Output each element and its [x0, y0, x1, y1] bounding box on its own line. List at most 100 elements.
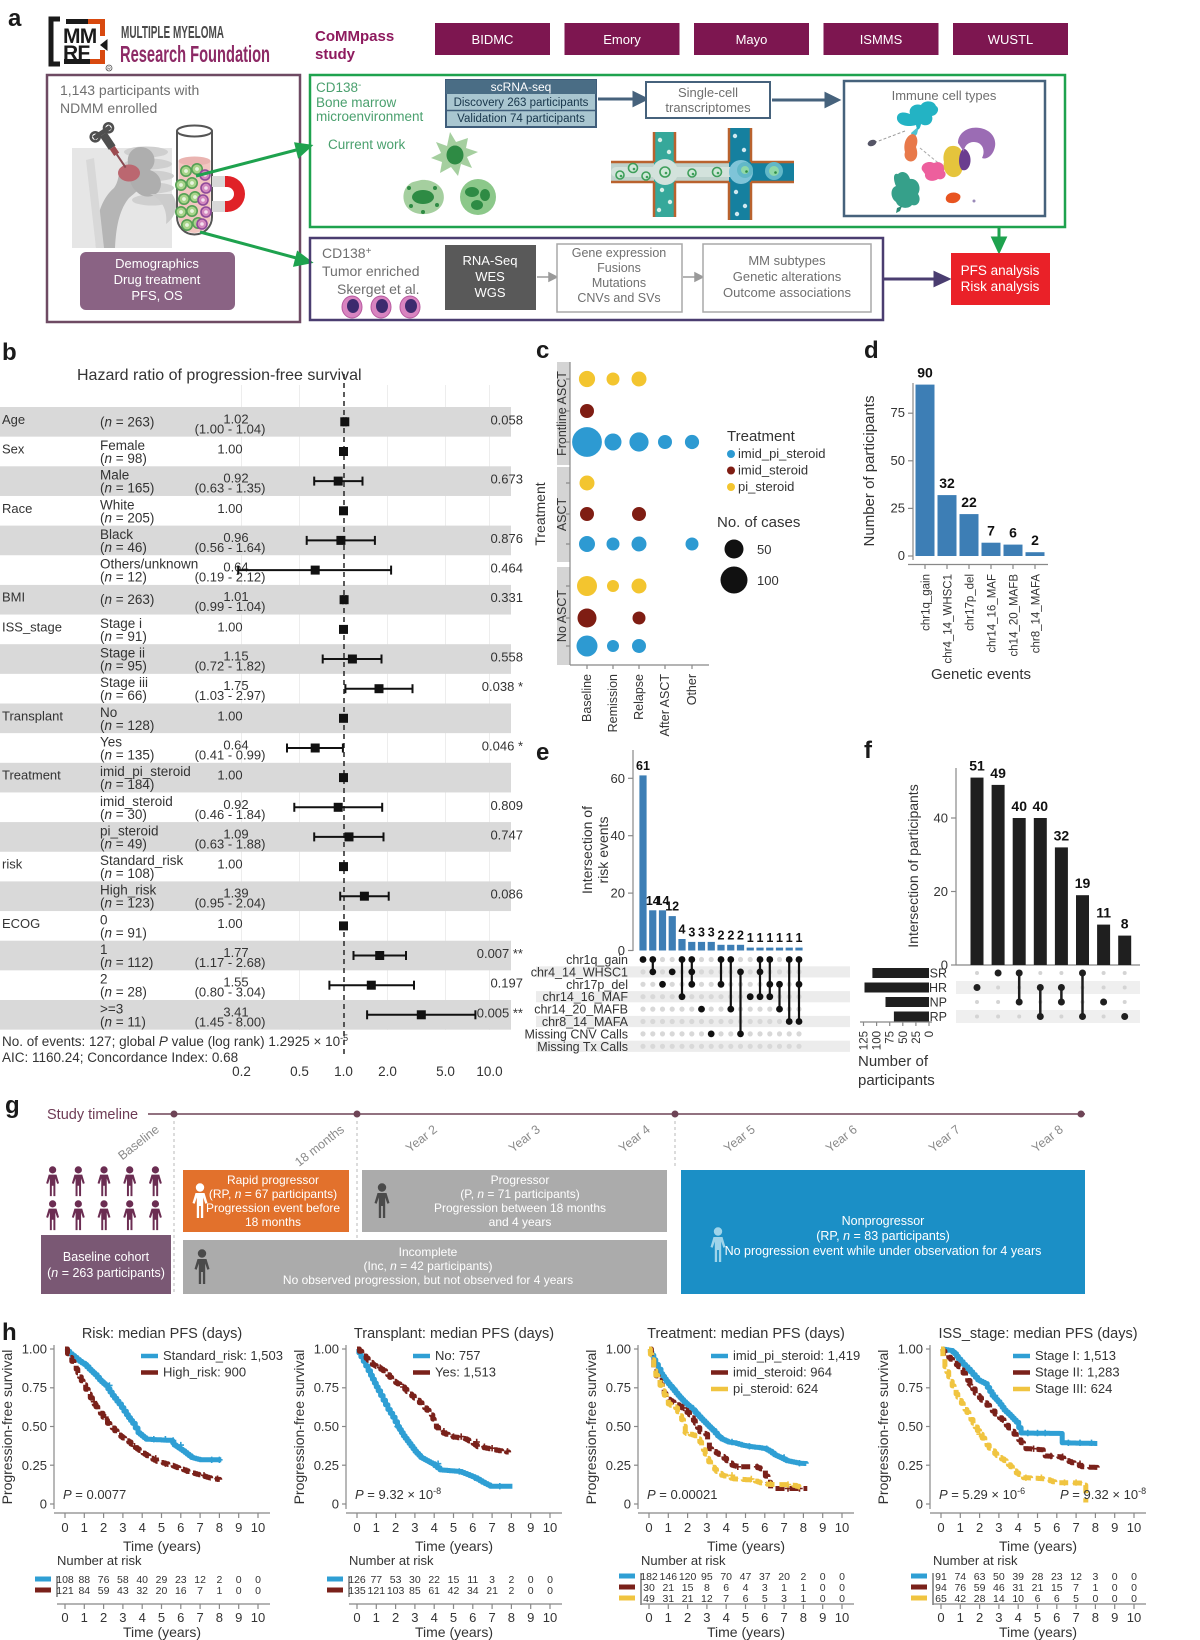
svg-text:chr1q_gain: chr1q_gain — [921, 574, 933, 631]
svg-text:8: 8 — [704, 1582, 710, 1594]
svg-text:0: 0 — [1112, 1582, 1118, 1594]
svg-text:2: 2 — [508, 1585, 514, 1597]
svg-text:Stage i: Stage i — [100, 616, 142, 631]
svg-text:32: 32 — [1054, 827, 1070, 843]
svg-text:0.92: 0.92 — [223, 471, 248, 486]
svg-text:15: 15 — [682, 1582, 694, 1594]
svg-text:1: 1 — [100, 942, 108, 957]
svg-text:Rapid progressor: Rapid progressor — [227, 1173, 319, 1187]
svg-text:7: 7 — [1073, 1582, 1079, 1594]
svg-text:c: c — [536, 337, 549, 364]
svg-text:1.39: 1.39 — [223, 886, 248, 901]
svg-text:(0.95 - 2.04): (0.95 - 2.04) — [195, 896, 266, 911]
svg-text:77: 77 — [370, 1574, 382, 1586]
svg-text:7: 7 — [780, 1610, 787, 1625]
svg-text:0: 0 — [941, 958, 948, 973]
svg-text:120: 120 — [679, 1571, 697, 1583]
svg-text:0: 0 — [1092, 1593, 1098, 1605]
svg-text:Incomplete: Incomplete — [399, 1245, 458, 1259]
svg-text:2: 2 — [727, 928, 734, 942]
svg-text:8: 8 — [800, 1520, 807, 1535]
svg-text:6: 6 — [177, 1610, 184, 1625]
svg-text:22: 22 — [961, 494, 977, 510]
svg-text:BIDMC: BIDMC — [472, 32, 514, 47]
svg-text:4: 4 — [723, 1520, 730, 1535]
svg-text:103: 103 — [387, 1585, 405, 1597]
svg-text:Hazard ratio of progression-fr: Hazard ratio of progression-free surviva… — [77, 367, 362, 384]
svg-text:Standard_risk: Standard_risk — [100, 853, 184, 868]
svg-text:0.005 **: 0.005 ** — [477, 1005, 523, 1020]
svg-text:Other: Other — [685, 674, 699, 705]
svg-text:Mutations: Mutations — [592, 276, 646, 290]
svg-text:14: 14 — [656, 894, 670, 908]
svg-text:0: 0 — [618, 943, 625, 958]
svg-text:4: 4 — [743, 1582, 749, 1594]
svg-text:b: b — [2, 339, 17, 366]
svg-text:Number of participants: Number of participants — [861, 396, 878, 547]
svg-text:31: 31 — [1012, 1582, 1024, 1594]
svg-text:20: 20 — [934, 884, 948, 899]
svg-text:5: 5 — [1073, 1593, 1079, 1605]
svg-text:40: 40 — [136, 1574, 148, 1586]
svg-text:White: White — [100, 497, 135, 512]
svg-text:Progression-free survival: Progression-free survival — [583, 1350, 599, 1505]
svg-text:23: 23 — [1051, 1571, 1063, 1583]
svg-text:No observed progression, but n: No observed progression, but not observe… — [283, 1273, 573, 1287]
svg-text:0.809: 0.809 — [490, 798, 523, 813]
svg-text:Female: Female — [100, 438, 145, 453]
svg-text:Progression between 18 months: Progression between 18 months — [434, 1201, 606, 1215]
svg-text:20: 20 — [611, 886, 625, 901]
svg-text:(n = 123): (n = 123) — [100, 896, 154, 911]
svg-text:pi_steroid: 624: pi_steroid: 624 — [733, 1381, 818, 1396]
svg-text:135: 135 — [348, 1585, 366, 1597]
svg-text:0.92: 0.92 — [223, 797, 248, 812]
svg-text:3: 3 — [995, 1610, 1002, 1625]
svg-text:Yes: 1,513: Yes: 1,513 — [435, 1365, 496, 1380]
svg-text:3: 3 — [762, 1582, 768, 1594]
svg-text:1: 1 — [800, 1593, 806, 1605]
svg-text:Number at risk: Number at risk — [349, 1553, 434, 1568]
svg-text:Progression event before: Progression event before — [206, 1201, 340, 1215]
svg-text:Demographics: Demographics — [115, 256, 199, 271]
svg-text:50: 50 — [993, 1571, 1005, 1583]
svg-text:CoMMpass: CoMMpass — [315, 28, 394, 45]
svg-text:>=3: >=3 — [100, 1001, 123, 1016]
svg-text:0.50: 0.50 — [606, 1419, 631, 1434]
svg-text:3: 3 — [781, 1593, 787, 1605]
svg-text:9: 9 — [235, 1610, 242, 1625]
svg-text:No. of events: 127; global P v: No. of events: 127; global P value (log … — [2, 1033, 348, 1049]
svg-text:4: 4 — [1015, 1610, 1022, 1625]
svg-text:Research Foundation: Research Foundation — [120, 41, 270, 67]
svg-text:(1.00 - 1.04): (1.00 - 1.04) — [195, 421, 266, 436]
svg-text:0: 0 — [1131, 1593, 1137, 1605]
svg-text:(0.63 - 1.35): (0.63 - 1.35) — [195, 481, 266, 496]
svg-text:5: 5 — [158, 1520, 165, 1535]
svg-text:Immune cell types: Immune cell types — [892, 88, 997, 103]
svg-text:Progression-free survival: Progression-free survival — [0, 1350, 15, 1505]
svg-text:2: 2 — [216, 1574, 222, 1586]
svg-text:32: 32 — [939, 475, 955, 491]
svg-text:0.558: 0.558 — [490, 650, 523, 665]
svg-text:2.0: 2.0 — [378, 1064, 397, 1079]
svg-text:1: 1 — [373, 1520, 380, 1535]
svg-text:0.75: 0.75 — [898, 1380, 923, 1395]
svg-text:51: 51 — [969, 758, 985, 774]
svg-text:2: 2 — [684, 1520, 691, 1535]
svg-text:Time (years): Time (years) — [123, 1538, 201, 1554]
svg-text:1: 1 — [81, 1520, 88, 1535]
svg-text:3: 3 — [708, 925, 715, 939]
svg-text:1: 1 — [373, 1610, 380, 1625]
svg-text:Sex: Sex — [2, 442, 25, 457]
svg-text:Stage I: 1,513: Stage I: 1,513 — [1035, 1348, 1116, 1363]
svg-text:e: e — [536, 739, 549, 766]
svg-text:1,143 participants with: 1,143 participants with — [60, 82, 199, 98]
svg-text:Emory: Emory — [603, 32, 641, 47]
svg-text:1: 1 — [796, 931, 803, 945]
svg-text:21: 21 — [1032, 1582, 1044, 1594]
svg-text:microenvironment: microenvironment — [316, 109, 424, 124]
svg-text:imid_pi_steroid: imid_pi_steroid — [100, 764, 191, 779]
svg-text:Drug treatment: Drug treatment — [114, 272, 201, 287]
svg-text:RNA-Seq: RNA-Seq — [463, 253, 518, 268]
svg-text:Baseline: Baseline — [580, 674, 594, 722]
svg-text:Number at risk: Number at risk — [57, 1553, 142, 1568]
